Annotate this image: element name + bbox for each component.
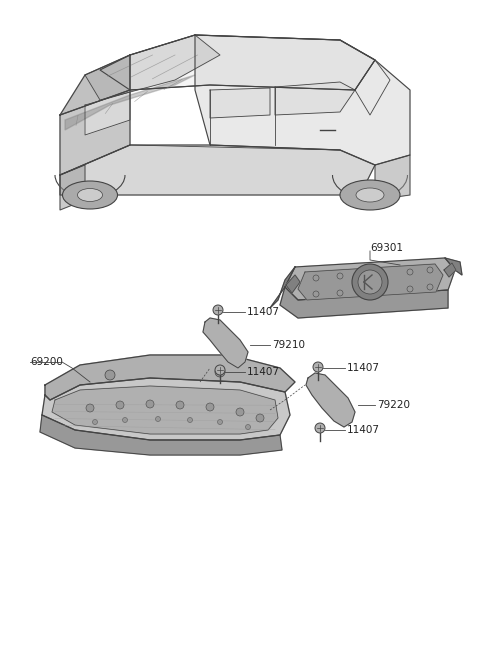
Circle shape bbox=[93, 419, 97, 424]
Text: 79220: 79220 bbox=[377, 400, 410, 410]
Circle shape bbox=[236, 408, 244, 416]
Circle shape bbox=[256, 414, 264, 422]
Polygon shape bbox=[298, 264, 443, 300]
Polygon shape bbox=[280, 287, 448, 318]
Text: 11407: 11407 bbox=[347, 363, 380, 373]
Polygon shape bbox=[40, 415, 282, 455]
Polygon shape bbox=[60, 165, 85, 210]
Text: 69200: 69200 bbox=[30, 357, 63, 367]
Polygon shape bbox=[85, 35, 220, 100]
Polygon shape bbox=[85, 92, 130, 135]
Circle shape bbox=[407, 269, 413, 275]
Polygon shape bbox=[60, 55, 130, 115]
Text: 79210: 79210 bbox=[272, 340, 305, 350]
Circle shape bbox=[313, 362, 323, 372]
Circle shape bbox=[122, 417, 128, 422]
Polygon shape bbox=[65, 75, 195, 130]
Polygon shape bbox=[45, 355, 295, 400]
Circle shape bbox=[176, 401, 184, 409]
Circle shape bbox=[313, 291, 319, 297]
Polygon shape bbox=[444, 263, 456, 277]
Polygon shape bbox=[60, 145, 375, 195]
Text: 11407: 11407 bbox=[247, 367, 280, 377]
Polygon shape bbox=[52, 386, 278, 434]
Ellipse shape bbox=[356, 188, 384, 202]
Circle shape bbox=[86, 404, 94, 412]
Polygon shape bbox=[42, 378, 290, 440]
Circle shape bbox=[427, 284, 433, 290]
Polygon shape bbox=[275, 82, 355, 115]
Circle shape bbox=[146, 400, 154, 408]
Polygon shape bbox=[375, 155, 410, 200]
Polygon shape bbox=[445, 258, 462, 275]
Circle shape bbox=[352, 264, 388, 300]
Polygon shape bbox=[306, 373, 355, 427]
Circle shape bbox=[156, 417, 160, 422]
Circle shape bbox=[313, 275, 319, 281]
Circle shape bbox=[105, 370, 115, 380]
Circle shape bbox=[206, 403, 214, 411]
Polygon shape bbox=[286, 275, 300, 293]
Circle shape bbox=[245, 424, 251, 430]
Polygon shape bbox=[355, 60, 390, 115]
Polygon shape bbox=[285, 258, 455, 300]
Circle shape bbox=[215, 365, 225, 375]
Circle shape bbox=[315, 423, 325, 433]
Ellipse shape bbox=[62, 181, 118, 209]
Polygon shape bbox=[203, 318, 248, 368]
Polygon shape bbox=[60, 90, 130, 175]
Circle shape bbox=[116, 401, 124, 409]
Circle shape bbox=[337, 290, 343, 296]
Circle shape bbox=[188, 417, 192, 422]
Polygon shape bbox=[270, 267, 295, 308]
Circle shape bbox=[427, 267, 433, 273]
Text: 11407: 11407 bbox=[347, 425, 380, 435]
Circle shape bbox=[217, 419, 223, 424]
Circle shape bbox=[337, 273, 343, 279]
Polygon shape bbox=[210, 88, 270, 118]
Polygon shape bbox=[195, 35, 410, 165]
Circle shape bbox=[407, 286, 413, 292]
Polygon shape bbox=[130, 35, 375, 90]
Circle shape bbox=[215, 367, 225, 377]
Circle shape bbox=[213, 305, 223, 315]
Circle shape bbox=[358, 270, 382, 294]
Text: 11407: 11407 bbox=[247, 307, 280, 317]
Ellipse shape bbox=[340, 180, 400, 210]
Ellipse shape bbox=[77, 188, 103, 201]
Text: 69301: 69301 bbox=[370, 243, 403, 253]
